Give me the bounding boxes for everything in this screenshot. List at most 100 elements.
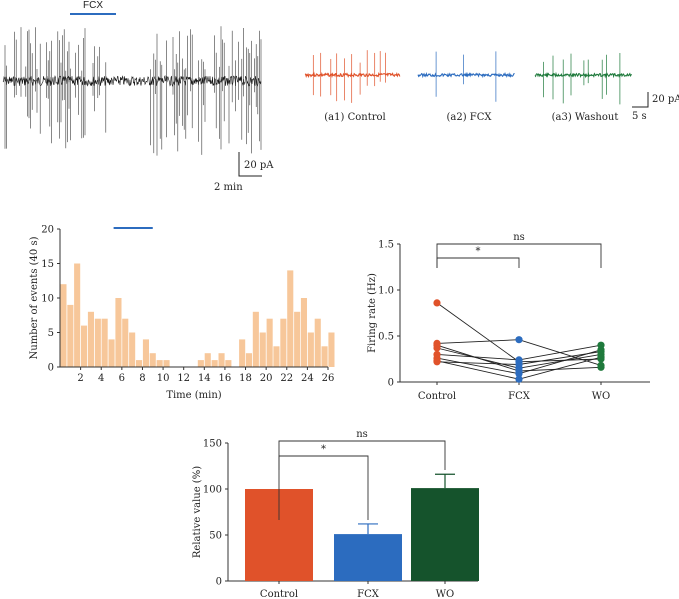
histogram-bar [163,360,170,367]
paired-point [515,336,523,344]
histogram-x-tick-label: 6 [119,373,125,384]
paired-y-tick-label: 0.5 [378,332,394,343]
paired-y-tick-label: 1.5 [378,240,394,251]
relative-y-label: Relative value (%) [192,466,203,558]
paired-point [597,363,605,371]
histogram-bar [136,360,143,367]
histogram-bar [266,318,273,367]
histogram-bar [108,339,115,367]
relative-bar [411,488,479,581]
relative-y-tick-label: 50 [209,531,222,542]
significance-bracket [436,243,602,268]
inset-fcx-trace [417,51,515,102]
histogram-bar [129,332,136,367]
inset-control-label: (a1) Control [324,112,385,123]
histogram-bar [225,360,232,367]
significance-bracket [278,455,369,520]
significance-label: ns [513,232,525,243]
histogram-bar [74,263,81,367]
histogram-bar [60,284,67,367]
relative-bar [334,534,402,581]
relative-ticks: 0 50 100 150 [203,439,228,588]
histogram-bar [211,360,218,367]
significance-label: ns [356,429,368,440]
histogram-bar [81,325,88,367]
trace-scale-bar [238,152,262,177]
histogram-bar [204,353,211,367]
relative-x-tick-label: FCX [357,589,380,599]
significance-label: * [476,246,481,257]
inset-control-trace [304,50,401,103]
relative-y-tick-label: 0 [216,577,222,588]
relative-panel: 0 50 100 150 Control FCX WO * ns Relative valu… [192,429,479,599]
histogram-bar [300,298,307,367]
histogram-x-tick-label: 20 [260,373,273,384]
histogram-bar [259,332,266,367]
histogram-x-tick-label: 24 [301,373,314,384]
trace-baseline [2,75,262,87]
paired-point [515,367,523,375]
fcx-bar-label: FCX [83,0,103,11]
trace-scale-x-label: 2 min [214,182,243,193]
significance-label: * [321,444,326,455]
histogram-bars [60,263,335,367]
histogram-y-tick-label: 5 [48,328,54,339]
paired-significance: * ns [436,232,602,268]
histogram-x-tick-label: 8 [139,373,145,384]
histogram-bar [307,332,314,367]
histogram-bar [321,346,328,367]
histogram-y-tick-label: 20 [41,225,54,236]
histogram-bar [245,353,252,367]
histogram-bar [294,311,301,367]
inset-washout-label: (a3) Washout [552,112,619,123]
paired-point [597,348,605,356]
paired-x-tick-label: Control [418,391,456,402]
trace-panel: FCX 20 pA 2 min (a1) Control (a2) FCX (a… [2,0,679,193]
histogram-bar [280,318,287,367]
histogram-x-tick-label: 12 [177,373,190,384]
inset-baseline [534,71,633,79]
main-trace [2,26,262,156]
histogram-bar [252,311,259,367]
paired-point [515,360,523,369]
histogram-bar [87,311,94,367]
histogram-bar [94,318,101,367]
significance-bracket [278,440,446,470]
histogram-bar [197,360,204,367]
inset-washout-trace [534,53,633,105]
histogram-bar [67,304,74,367]
paired-ticks: 0 0.5 1.0 1.5 Control FCX WO [378,240,610,403]
histogram-bar [328,332,335,367]
histogram-x-tick-label: 4 [98,373,104,384]
relative-x-tick-label: WO [436,589,454,599]
histogram-x-tick-label: 16 [219,373,232,384]
histogram-x-tick-label: 26 [322,373,335,384]
histogram-bar [218,353,225,367]
histogram-bar [239,339,246,367]
paired-point [433,299,441,307]
relative-y-tick-label: 100 [203,485,222,496]
paired-x-tick-label: FCX [508,391,531,402]
paired-point [597,353,605,361]
histogram-bar [273,346,280,367]
relative-y-tick-label: 150 [203,439,222,450]
histogram-x-label: Time (min) [166,390,221,401]
histogram-y-tick-label: 15 [41,259,54,270]
histogram-y-tick-label: 0 [48,363,54,374]
histogram-bar [142,339,149,367]
histogram-bar [156,360,163,367]
histogram-x-tick-label: 18 [239,373,252,384]
histogram-bar [115,298,122,367]
histogram-x-tick-label: 22 [280,373,293,384]
inset-baseline [417,71,515,79]
paired-panel: 0 0.5 1.0 1.5 Control FCX WO * ns Firing rate (… [367,232,650,402]
inset-scale-y-label: 20 pA [652,94,679,105]
inset-scale-bar [632,92,649,108]
paired-point [433,341,441,349]
relative-x-tick-label: Control [260,589,298,599]
histogram-bar [101,318,108,367]
histogram-bar [122,318,129,367]
